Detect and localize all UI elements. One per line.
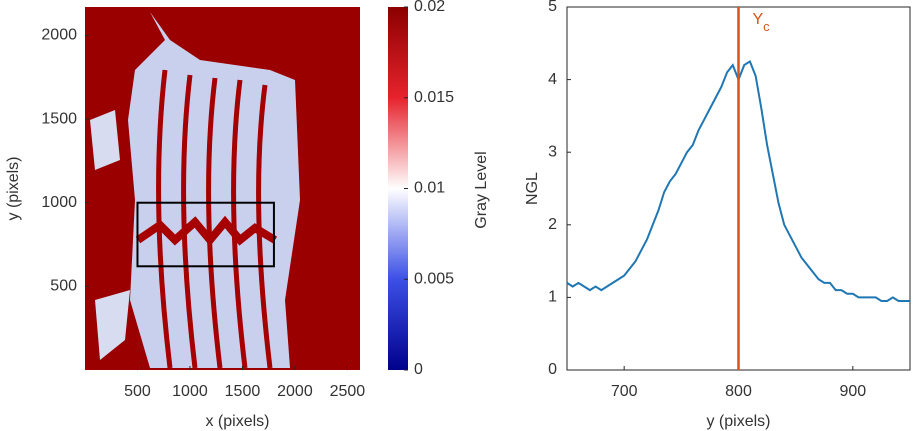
y-tick-label: 500: [50, 278, 77, 295]
y-axis-label: NGL: [524, 172, 541, 205]
colorbar-tick-label: 0: [414, 361, 423, 378]
y-tick-label: 1000: [41, 194, 77, 211]
x-tick-label: 700: [611, 383, 638, 400]
reference-label-sub: c: [763, 19, 770, 34]
y-tick-label: 2: [548, 216, 557, 233]
x-tick-label: 2500: [330, 383, 366, 400]
colorbar-label: Gray Level: [473, 151, 490, 228]
colorbar-tick-label: 0.005: [414, 270, 454, 287]
colorbar: [388, 7, 408, 370]
y-tick-label: 1500: [41, 110, 77, 127]
x-tick-label: 1500: [225, 383, 261, 400]
colorbar-tick-label: 0.02: [414, 0, 445, 15]
roi-box: [136, 201, 275, 268]
reference-label: Yc: [753, 11, 771, 34]
x-axis-label: x (pixels): [205, 413, 269, 430]
colorbar-tick-label: 0.015: [414, 89, 454, 106]
y-tick-label: 5: [548, 0, 557, 15]
x-tick-label: 900: [839, 383, 866, 400]
colorbar-tick-label: 0.01: [414, 180, 445, 197]
x-tick-label: 500: [124, 383, 151, 400]
y-tick-label: 3: [548, 143, 557, 160]
y-tick-label: 1: [548, 289, 557, 306]
x-tick-label: 2000: [277, 383, 313, 400]
x-axis-label: y (pixels): [706, 413, 770, 430]
x-tick-label: 800: [725, 383, 752, 400]
y-tick-label: 0: [548, 361, 557, 378]
reference-label-main: Y: [753, 11, 764, 28]
y-tick-label: 2000: [41, 27, 77, 44]
x-tick-label: 1000: [172, 383, 208, 400]
heatmap-image: [85, 7, 360, 370]
y-tick-label: 4: [548, 71, 557, 88]
y-axis-label: y (pixels): [5, 156, 22, 220]
